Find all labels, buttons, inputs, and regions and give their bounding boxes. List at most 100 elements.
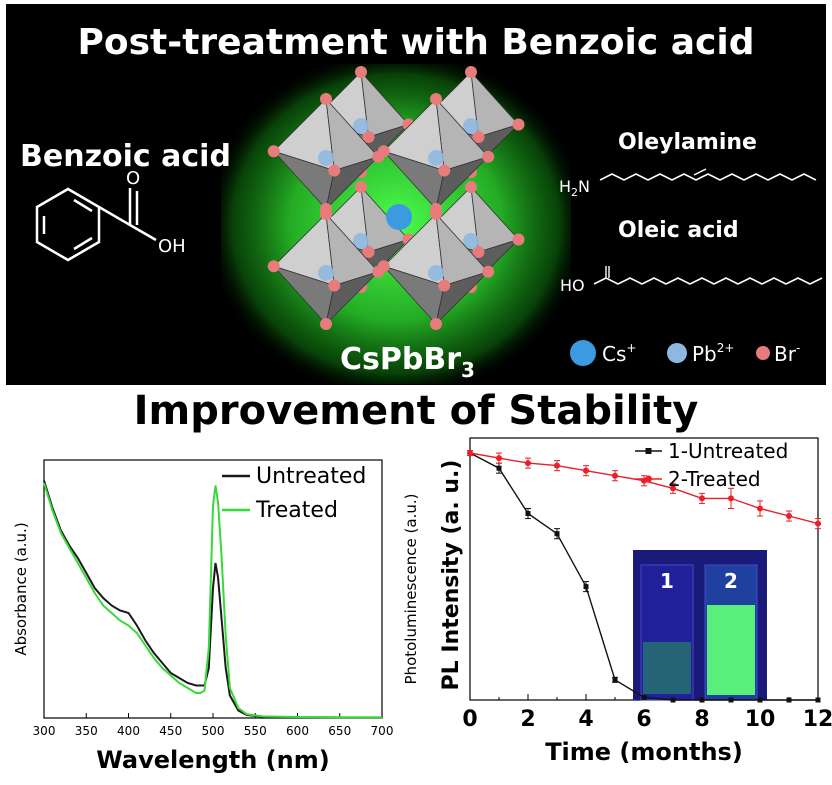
pb-atom [353, 233, 369, 249]
pb-ion-label: Pb2+ [692, 341, 734, 366]
data-point [554, 462, 560, 469]
pb-atom [428, 150, 444, 166]
data-point [728, 697, 734, 703]
vial-untreated-liquid [643, 642, 691, 694]
amine-group-label: H2N [559, 177, 590, 199]
banner-title: Post-treatment with Benzoic acid [78, 22, 755, 63]
x-tick-label: 6 [636, 707, 651, 732]
x-tick-label: 2 [520, 707, 535, 732]
banner-panel: Post-treatment with Benzoic acid Benzoic… [6, 4, 826, 385]
br-atom [320, 93, 332, 105]
vial-label: 2 [724, 569, 738, 593]
crystal-formula: CsPbBr3 [340, 342, 475, 382]
series-line-treated [43, 482, 382, 719]
pb-atom [318, 265, 334, 281]
oleylamine-chain [599, 173, 817, 181]
br-atom [355, 66, 367, 78]
legend-marker [645, 475, 652, 483]
x-tick-label: 450 [159, 724, 182, 738]
data-point [641, 694, 647, 700]
br-atom [267, 145, 280, 158]
br-atom [472, 246, 485, 258]
data-point [670, 697, 676, 703]
data-point [786, 513, 792, 520]
y-axis-label: PL Intensity (a. u.) [439, 460, 464, 691]
br-atom [430, 318, 442, 330]
oleic-acid-chain [593, 277, 823, 285]
y-axis-aux-label: Photoluminescence (a.u.) [402, 494, 420, 685]
data-point [757, 505, 763, 512]
octahedron [267, 93, 385, 215]
legend-label: Untreated [256, 464, 366, 489]
data-point [786, 697, 792, 703]
data-point [699, 697, 705, 703]
br-atom [362, 131, 375, 143]
pb-atom [463, 233, 479, 249]
x-tick-label: 350 [75, 724, 98, 738]
hydroxyl-label: OH [158, 236, 186, 257]
br-atom [430, 93, 442, 105]
perovskite-crystal [267, 66, 525, 330]
pb-atom [318, 150, 334, 166]
pb-ion-swatch [667, 343, 687, 363]
data-point [583, 467, 589, 474]
br-atom [320, 318, 332, 330]
x-axis-label: Time (months) [545, 738, 743, 766]
br-atom [465, 181, 477, 193]
pb-atom [428, 265, 444, 281]
data-point [612, 472, 618, 479]
absorbance-pl-chart: 300 350 400 450 500 550 600 650 700 Wavelength (n… [12, 459, 393, 774]
data-point [757, 697, 763, 703]
carbonyl-o-label: O [126, 168, 140, 189]
legend-label: Treated [255, 498, 338, 523]
x-tick-label: 400 [117, 724, 140, 738]
data-point [815, 520, 821, 527]
benzoic-acid-label: Benzoic acid [20, 139, 231, 174]
pb-atom [463, 118, 479, 134]
legend-label: 2-Treated [668, 467, 761, 491]
br-atom [328, 164, 341, 177]
data-point [496, 455, 502, 462]
x-tick-label: 4 [578, 707, 593, 732]
octahedron [377, 93, 495, 215]
x-tick-label: 0 [462, 707, 477, 732]
br-atom [267, 260, 280, 273]
y-axis-label: Absorbance (a.u.) [12, 522, 30, 655]
br-atom [320, 208, 332, 220]
data-point [554, 531, 560, 537]
ion-legend: Cs+ Pb2+ Br- [570, 340, 800, 366]
x-tick-label: 300 [33, 724, 56, 738]
x-tick-label: 500 [202, 724, 225, 738]
br-atom [377, 260, 390, 273]
oleic-hydroxyl-label: HO [560, 276, 585, 295]
x-tick-label: 600 [286, 724, 309, 738]
data-point [525, 460, 531, 467]
x-tick-label: 12 [803, 707, 832, 732]
oleic-acid-label: Oleic acid [618, 218, 739, 243]
legend-label: 1-Untreated [668, 439, 788, 463]
br-atom [482, 265, 495, 278]
octahedron [377, 208, 495, 330]
legend-marker [645, 448, 652, 454]
br-atom [355, 181, 367, 193]
br-atom [472, 131, 485, 143]
br-atom [362, 246, 375, 258]
series-line-untreated [43, 480, 382, 719]
x-axis-label: Wavelength (nm) [96, 746, 329, 774]
br-atom [465, 66, 477, 78]
pb-atom [353, 118, 369, 134]
br-atom [377, 145, 390, 158]
section-title: Improvement of Stability [133, 388, 699, 434]
x-tick-label: 8 [694, 707, 709, 732]
x-tick-label: 650 [328, 724, 351, 738]
data-point [670, 485, 676, 492]
br-atom [512, 118, 525, 131]
br-atom [430, 208, 442, 220]
benzoic-acid-structure [35, 187, 157, 262]
data-point [583, 584, 589, 590]
br-ion-swatch [756, 346, 770, 360]
series-line-2 [469, 452, 819, 525]
br-atom [438, 164, 451, 177]
data-point [728, 495, 734, 502]
